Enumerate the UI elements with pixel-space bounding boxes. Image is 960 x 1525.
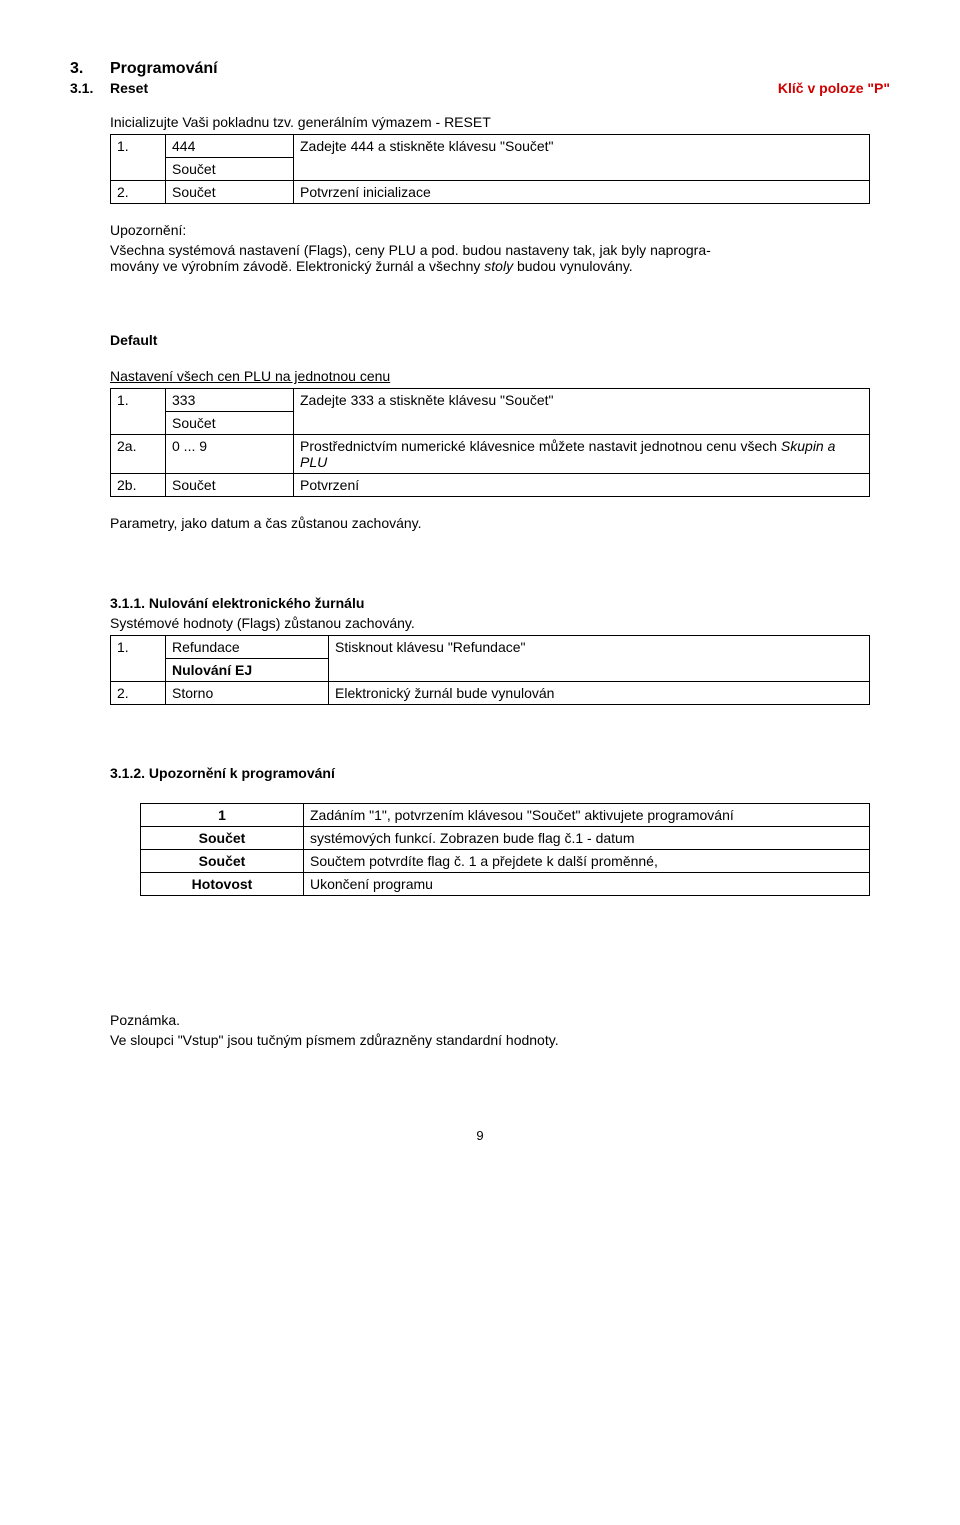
row-desc: Potvrzení [294,474,870,497]
heading-31-key-mode: Klíč v poloze "P" [778,80,890,96]
heading-311: 3.1.1. Nulování elektronického žurnálu [110,595,890,611]
intro-text: Inicializujte Vaši pokladnu tzv. generál… [110,114,890,130]
heading-3: 3. Programování [70,60,890,78]
table-row: 2b. Součet Potvrzení [111,474,870,497]
row-num: 1. [111,135,166,181]
table-row: 1. Refundace Stisknout klávesu "Refundac… [111,636,870,659]
table-row: 2a. 0 ... 9 Prostřednictvím numerické kl… [111,435,870,474]
heading-3-title: Programování [110,60,218,78]
row-desc: Elektronický žurnál bude vynulován [329,682,870,705]
row-num: 1. [111,389,166,435]
row-desc: Potvrzení inicializace [294,181,870,204]
row-num: 1. [111,636,166,682]
heading-312: 3.1.2. Upozornění k programování [110,765,890,781]
row-num: 2. [111,181,166,204]
row-desc: Stisknout klávesu "Refundace" [329,636,870,682]
warning-text: Všechna systémová nastavení (Flags), cen… [110,242,890,274]
row-key: Součet [166,158,294,181]
table-row: 2. Součet Potvrzení inicializace [111,181,870,204]
table-row: Součet Součtem potvrdíte flag č. 1 a pře… [141,850,870,873]
table-row: 1. 444 Zadejte 444 a stiskněte klávesu "… [111,135,870,158]
row-key: Součet [141,827,304,850]
reset-table: 1. 444 Zadejte 444 a stiskněte klávesu "… [110,134,870,204]
heading-31: 3.1. Reset Klíč v poloze "P" [70,80,890,96]
row-desc: Zadáním "1", potvrzením klávesou "Součet… [304,804,870,827]
ej-reset-table: 1. Refundace Stisknout klávesu "Refundac… [110,635,870,705]
row-key: Součet [166,474,294,497]
default-heading: Default [110,332,890,348]
row-desc: Zadejte 444 a stiskněte klávesu "Součet" [294,135,870,181]
row-num: 2b. [111,474,166,497]
warning-title: Upozornění: [110,222,890,238]
table-row: Hotovost Ukončení programu [141,873,870,896]
row-desc: Prostřednictvím numerické klávesnice můž… [294,435,870,474]
heading-3-num: 3. [70,60,110,78]
row-key: Refundace [166,636,329,659]
row-key: 444 [166,135,294,158]
row-key: Součet [141,850,304,873]
poznamka-title: Poznámka. [110,1012,890,1028]
sub-311: Systémové hodnoty (Flags) zůstanou zacho… [110,615,890,631]
row-num: 2. [111,682,166,705]
table-row: 2. Storno Elektronický žurnál bude vynul… [111,682,870,705]
row-key: 333 [166,389,294,412]
row-desc: systémových funkcí. Zobrazen bude flag č… [304,827,870,850]
row-key: Hotovost [141,873,304,896]
table-row: 1 Zadáním "1", potvrzením klávesou "Souč… [141,804,870,827]
row-num: 2a. [111,435,166,474]
row-key: 1 [141,804,304,827]
row-desc: Zadejte 333 a stiskněte klávesu "Součet" [294,389,870,435]
table-row: 1. 333 Zadejte 333 a stiskněte klávesu "… [111,389,870,412]
row-key: Storno [166,682,329,705]
page-number: 9 [70,1128,890,1143]
row-desc: Ukončení programu [304,873,870,896]
row-key: Nulování EJ [166,659,329,682]
heading-31-title: Reset [110,80,778,96]
row-key: Součet [166,181,294,204]
default-subheading: Nastavení všech cen PLU na jednotnou cen… [110,368,890,384]
row-key: Součet [166,412,294,435]
table-row: Součet systémových funkcí. Zobrazen bude… [141,827,870,850]
default-table: 1. 333 Zadejte 333 a stiskněte klávesu "… [110,388,870,497]
row-desc: Součtem potvrdíte flag č. 1 a přejdete k… [304,850,870,873]
programming-table: 1 Zadáním "1", potvrzením klávesou "Souč… [140,803,870,896]
params-note: Parametry, jako datum a čas zůstanou zac… [110,515,890,531]
heading-31-num: 3.1. [70,80,110,96]
row-key: 0 ... 9 [166,435,294,474]
poznamka-text: Ve sloupci "Vstup" jsou tučným písmem zd… [110,1032,890,1048]
